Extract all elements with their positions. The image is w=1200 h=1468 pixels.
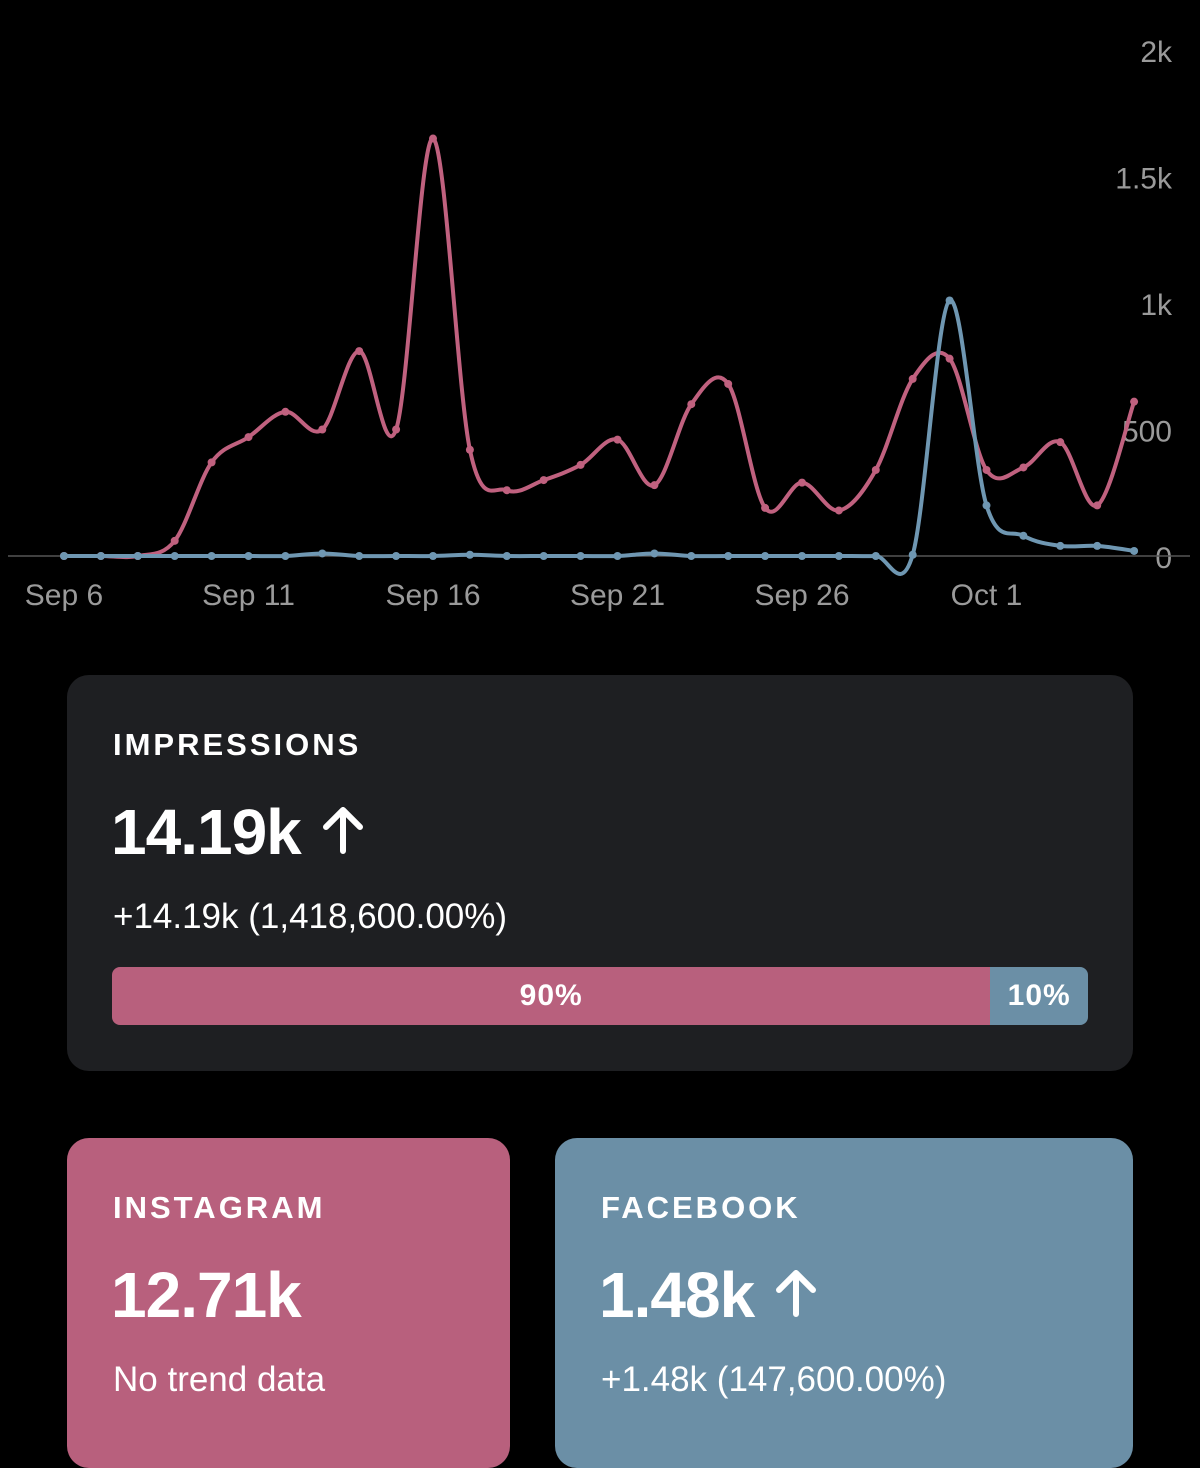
y-tick-label: 1.5k: [1115, 163, 1173, 196]
data-point: [170, 552, 179, 560]
data-point: [798, 478, 806, 487]
impressions-change: +14.19k (1,418,600.00%): [113, 897, 508, 936]
data-point: [613, 552, 622, 560]
data-point: [834, 552, 843, 560]
data-point: [1019, 463, 1028, 472]
data-point: [281, 552, 290, 560]
x-tick-label: Sep 6: [25, 579, 103, 612]
data-point: [318, 425, 327, 434]
data-point: [170, 536, 179, 545]
instagram-series: [60, 134, 1139, 560]
data-point: [687, 552, 696, 560]
up-arrow-icon: [321, 795, 365, 869]
data-point: [613, 435, 622, 444]
facebook-series: [60, 296, 1139, 576]
data-point: [650, 481, 659, 490]
data-point: [429, 552, 437, 560]
data-point: [982, 465, 991, 474]
y-tick-label: 1k: [1140, 289, 1173, 322]
data-point: [761, 552, 770, 560]
data-point: [650, 549, 659, 558]
data-point: [871, 465, 880, 474]
data-point: [355, 347, 364, 356]
data-point: [502, 552, 511, 560]
x-axis: Sep 6 Sep 11 Sep 16 Sep 21 Sep 26 Oct 1: [25, 579, 1023, 612]
data-point: [908, 550, 917, 559]
x-tick-label: Sep 21: [570, 579, 665, 612]
impressions-card[interactable]: IMPRESSIONS 14.19k +14.19k (1,418,600.00…: [67, 675, 1133, 1071]
data-point: [1093, 501, 1102, 510]
data-point: [834, 506, 843, 515]
data-point: [60, 552, 68, 560]
data-point: [798, 552, 806, 560]
series-layer: [60, 134, 1139, 576]
data-point: [908, 374, 917, 383]
x-tick-label: Sep 11: [202, 579, 295, 612]
data-point: [355, 552, 364, 560]
data-point: [1130, 397, 1139, 406]
up-arrow-icon: [774, 1258, 818, 1332]
instagram-trend-note: No trend data: [113, 1360, 326, 1399]
y-tick-label: 2k: [1140, 36, 1173, 69]
data-point: [207, 458, 216, 467]
facebook-card[interactable]: FACEBOOK 1.48k +1.48k (147,600.00%): [555, 1138, 1133, 1468]
data-point: [982, 501, 991, 510]
facebook-share-segment: 10%: [990, 967, 1088, 1025]
impressions-value: 14.19k: [111, 796, 302, 868]
facebook-change: +1.48k (147,600.00%): [601, 1360, 947, 1399]
series-line: [64, 136, 1136, 560]
data-point: [133, 552, 142, 560]
data-point: [945, 296, 954, 305]
data-point: [576, 552, 585, 560]
facebook-value: 1.48k: [599, 1259, 755, 1331]
data-point: [207, 552, 216, 560]
instagram-card[interactable]: INSTAGRAM 12.71k No trend data: [67, 1138, 510, 1468]
data-point: [465, 550, 474, 559]
facebook-title: FACEBOOK: [601, 1190, 801, 1225]
data-point: [1056, 541, 1065, 550]
data-point: [724, 379, 733, 388]
data-point: [392, 552, 401, 560]
data-point: [724, 552, 733, 560]
data-point: [318, 549, 327, 558]
x-tick-label: Sep 26: [754, 579, 849, 612]
instagram-title: INSTAGRAM: [113, 1190, 326, 1225]
instagram-value: 12.71k: [111, 1259, 302, 1331]
x-tick-label: Oct 1: [951, 579, 1023, 612]
instagram-share-segment: 90%: [112, 967, 991, 1025]
series-line: [64, 298, 1135, 576]
y-tick-label: 0: [1155, 542, 1172, 575]
data-point: [1130, 546, 1139, 555]
data-point: [761, 503, 770, 512]
facebook-value-row: 1.48k: [599, 1258, 818, 1332]
data-point: [244, 433, 253, 442]
data-point: [539, 552, 548, 560]
data-point: [281, 407, 290, 416]
impressions-value-row: 14.19k: [111, 795, 365, 869]
data-point: [392, 425, 401, 434]
data-point: [1019, 531, 1028, 540]
data-point: [576, 460, 585, 469]
data-point: [465, 445, 474, 454]
data-point: [871, 552, 880, 560]
data-point: [1093, 541, 1102, 550]
data-point: [687, 400, 696, 409]
data-point: [945, 354, 954, 363]
data-point: [539, 476, 548, 485]
platform-split-bar: 90% 10%: [112, 967, 1088, 1025]
data-point: [244, 552, 253, 560]
data-point: [502, 486, 511, 495]
data-point: [429, 134, 437, 143]
impressions-title: IMPRESSIONS: [113, 727, 362, 762]
x-tick-label: Sep 16: [385, 579, 480, 612]
data-point: [1056, 438, 1065, 447]
data-point: [96, 552, 105, 560]
